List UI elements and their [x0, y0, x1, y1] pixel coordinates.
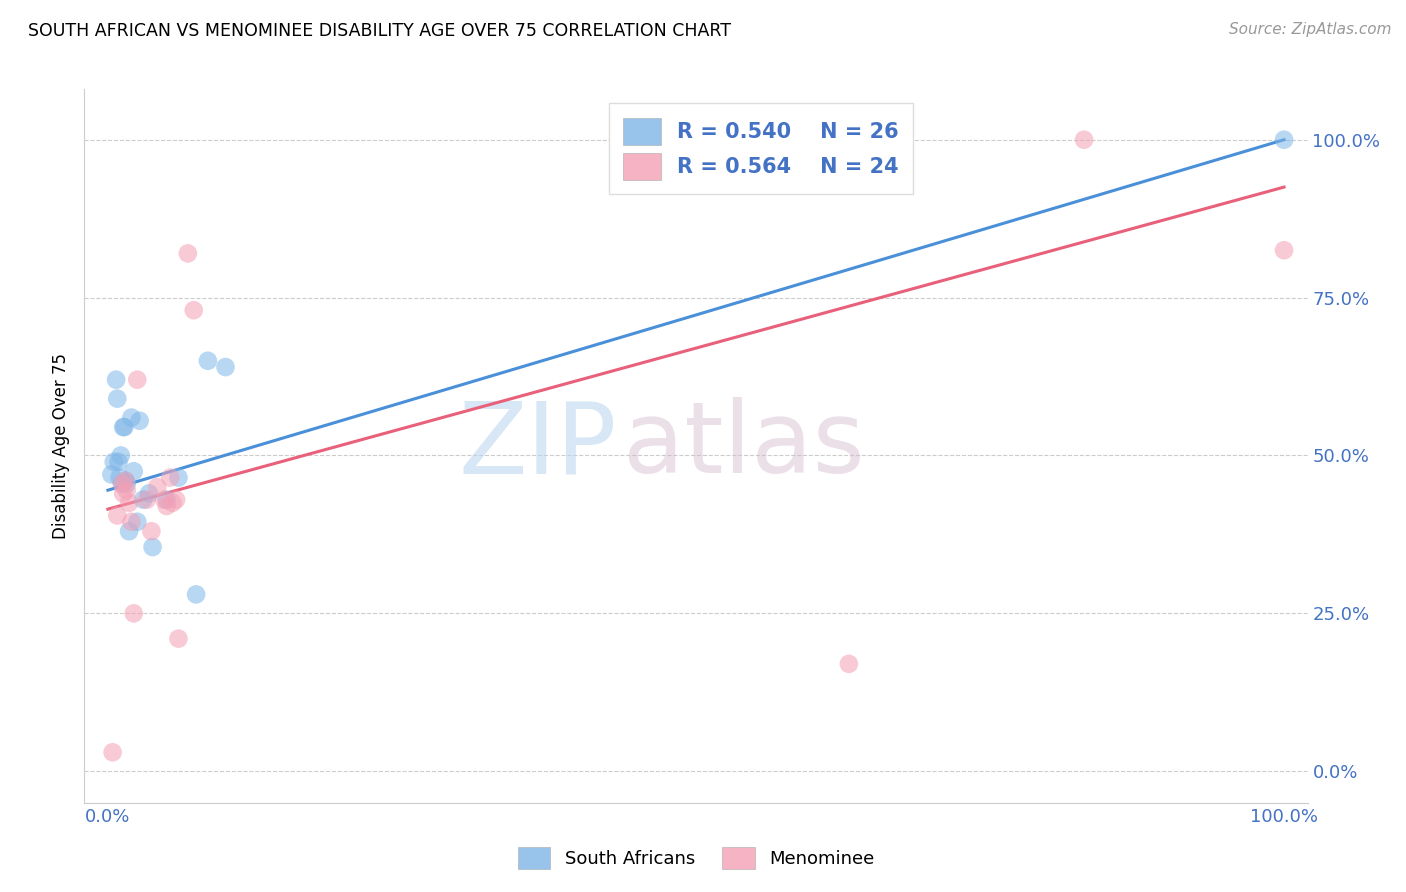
Point — [111, 476, 134, 491]
Point — [103, 455, 125, 469]
Point — [110, 449, 132, 463]
Point — [105, 392, 128, 406]
Text: Source: ZipAtlas.com: Source: ZipAtlas.com — [1229, 22, 1392, 37]
Point — [122, 607, 145, 621]
Point — [138, 486, 160, 500]
Point — [118, 496, 141, 510]
Point — [108, 470, 131, 484]
Point — [112, 420, 135, 434]
Point — [156, 492, 179, 507]
Point — [107, 455, 129, 469]
Point — [120, 410, 142, 425]
Point — [101, 745, 124, 759]
Point — [165, 492, 187, 507]
Point — [111, 476, 134, 491]
Point — [115, 476, 138, 491]
Text: atlas: atlas — [623, 398, 865, 494]
Point — [142, 540, 165, 554]
Point — [120, 515, 142, 529]
Point — [167, 632, 190, 646]
Point — [197, 353, 219, 368]
Point — [184, 587, 207, 601]
Point — [115, 483, 138, 498]
Point — [146, 480, 169, 494]
Legend: South Africans, Menominee: South Africans, Menominee — [510, 839, 882, 876]
Point — [1272, 133, 1295, 147]
Point — [112, 486, 135, 500]
Point — [112, 420, 135, 434]
Point — [153, 492, 176, 507]
Point — [128, 414, 150, 428]
Point — [183, 303, 205, 318]
Point — [132, 492, 155, 507]
Y-axis label: Disability Age Over 75: Disability Age Over 75 — [52, 353, 70, 539]
Point — [100, 467, 122, 482]
Point — [162, 496, 184, 510]
Point — [105, 508, 128, 523]
Point — [114, 474, 136, 488]
Point — [114, 474, 136, 488]
Point — [118, 524, 141, 539]
Point — [127, 373, 149, 387]
Point — [177, 246, 200, 260]
Point — [127, 515, 149, 529]
Point — [105, 373, 128, 387]
Point — [159, 470, 181, 484]
Point — [167, 470, 190, 484]
Point — [156, 499, 179, 513]
Point — [1073, 133, 1095, 147]
Text: ZIP: ZIP — [458, 398, 616, 494]
Point — [141, 524, 163, 539]
Point — [135, 492, 157, 507]
Text: SOUTH AFRICAN VS MENOMINEE DISABILITY AGE OVER 75 CORRELATION CHART: SOUTH AFRICAN VS MENOMINEE DISABILITY AG… — [28, 22, 731, 40]
Point — [1272, 244, 1295, 258]
Point — [214, 360, 236, 375]
Point — [122, 464, 145, 478]
Point — [838, 657, 860, 671]
